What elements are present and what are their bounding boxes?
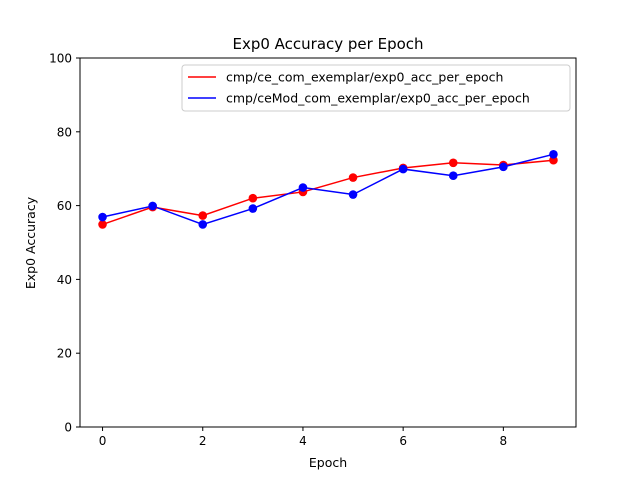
- y-tick-label: 100: [49, 52, 72, 66]
- y-tick-label: 60: [57, 199, 72, 213]
- series-2-point: [298, 183, 308, 192]
- series-2-point: [198, 220, 208, 229]
- y-tick-label: 0: [64, 421, 72, 435]
- series-line-1: [102, 159, 554, 226]
- y-tick-label: 80: [57, 125, 72, 139]
- series-2-point: [398, 164, 408, 174]
- x-tick-label: 2: [199, 434, 207, 448]
- series-2-point: [448, 171, 458, 181]
- legend: cmp/ce_com_exemplar/exp0_acc_per_epochcm…: [181, 64, 571, 112]
- series-2-point: [148, 201, 157, 211]
- series-2-point: [549, 150, 558, 159]
- series-2-point: [98, 212, 107, 222]
- series-1-point: [248, 193, 258, 203]
- chart-title: Exp0 Accuracy per Epoch: [232, 35, 423, 53]
- y-axis-label: Exp0 Accuracy: [23, 196, 38, 289]
- series-1-point: [549, 155, 558, 165]
- x-axis-label: Epoch: [309, 455, 347, 470]
- x-tick-label: 6: [399, 434, 407, 448]
- plot-frame: [79, 57, 577, 428]
- series-line-2: [102, 153, 554, 226]
- series-1-point: [348, 173, 358, 182]
- series-1-point: [98, 220, 107, 229]
- x-tick-label: 0: [99, 434, 107, 448]
- series-2-point: [248, 204, 258, 213]
- series-2-point: [499, 162, 508, 172]
- legend-label-2: cmp/ceMod_com_exemplar/exp0_acc_per_epoc…: [226, 91, 530, 106]
- x-tick-label: 8: [500, 434, 508, 448]
- y-tick-label: 20: [57, 347, 72, 361]
- series-2-point: [348, 190, 358, 199]
- series-1-point: [448, 158, 458, 168]
- plot-area: [98, 150, 558, 229]
- series-1-point: [198, 211, 208, 220]
- x-tick-label: 4: [299, 434, 307, 448]
- legend-label-1: cmp/ce_com_exemplar/exp0_acc_per_epoch: [226, 70, 503, 85]
- legend-box: [181, 64, 571, 112]
- y-tick-label: 40: [57, 273, 72, 287]
